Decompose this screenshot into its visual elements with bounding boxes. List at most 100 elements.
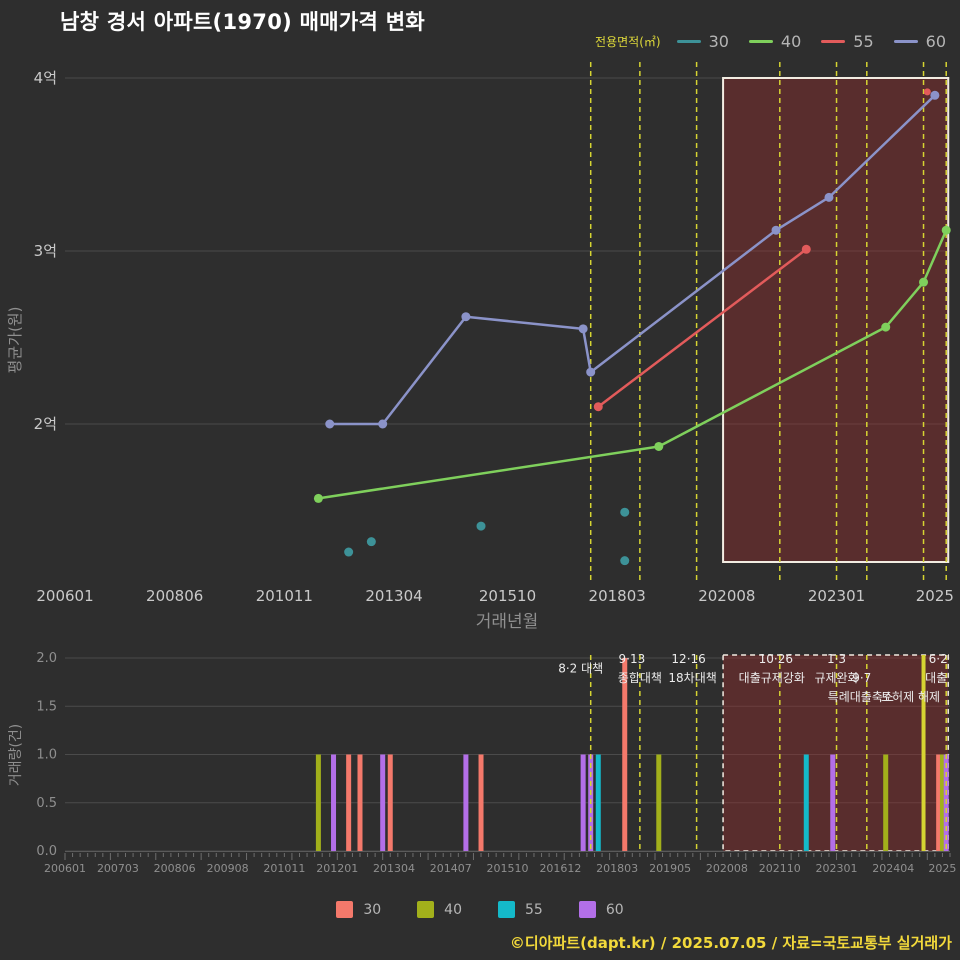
data-point-55[interactable]: [923, 88, 931, 96]
data-point-40[interactable]: [881, 322, 891, 332]
volume-bar-55[interactable]: [595, 754, 601, 852]
price-legend: 전용면적(㎡) 30 40 55 60: [595, 32, 946, 51]
data-point-40[interactable]: [313, 493, 323, 503]
series-line-60: [329, 94, 936, 426]
footer-credit: ©디아파트(dapt.kr) / 2025.07.05 / 자료=국토교통부 실…: [509, 934, 952, 952]
data-point-30[interactable]: [476, 521, 486, 531]
x-axis-title: 거래년월: [476, 612, 539, 632]
x-tick-label: 2025: [916, 587, 954, 605]
x-tick-label: 201510: [479, 587, 536, 605]
legend-item-label: 55: [853, 32, 874, 51]
legend-item-55[interactable]: 55: [821, 32, 874, 51]
vol-x-tick-label: 201612: [539, 862, 581, 875]
legend-item-60[interactable]: 60: [893, 32, 946, 51]
data-point-30[interactable]: [620, 507, 630, 517]
data-point-55[interactable]: [801, 244, 811, 254]
volume-bar-30[interactable]: [936, 754, 942, 852]
data-point-40[interactable]: [654, 441, 664, 451]
volume-legend-item-60[interactable]: 60: [578, 901, 624, 918]
vol-x-tick-label: 200806: [154, 862, 196, 875]
policy-annotation: 8·2 대책: [558, 661, 603, 676]
y-tick-label: 2억: [34, 415, 57, 433]
volume-bar-30[interactable]: [346, 754, 352, 852]
vol-y-tick-label: 0.0: [36, 844, 57, 859]
data-point-30[interactable]: [344, 547, 354, 557]
data-point-55[interactable]: [593, 402, 603, 412]
policy-annotation: 6·2: [929, 652, 948, 666]
volume-bar-40[interactable]: [883, 754, 889, 852]
volume-bar-60[interactable]: [830, 754, 836, 852]
volume-bar-60[interactable]: [463, 754, 469, 852]
volume-bar-40[interactable]: [656, 754, 662, 852]
vol-x-tick-label: 202008: [706, 862, 748, 875]
volume-bar-40[interactable]: [315, 754, 321, 852]
data-point-60[interactable]: [586, 367, 596, 377]
data-point-60[interactable]: [461, 312, 471, 322]
policy-annotation: 9·7: [852, 671, 871, 685]
data-point-30[interactable]: [366, 537, 376, 547]
data-point-40[interactable]: [941, 225, 951, 235]
legend-line-icon: [676, 40, 701, 43]
policy-annotation: 종합대책: [618, 670, 662, 685]
volume-legend-label: 60: [605, 901, 624, 918]
y-tick-label: 3억: [34, 242, 57, 260]
volume-legend-item-55[interactable]: 55: [498, 901, 543, 918]
policy-annotation: 9·13: [619, 652, 646, 666]
vol-x-tick-label: 201304: [373, 862, 415, 875]
vol-y-tick-label: 1.0: [36, 748, 57, 763]
volume-bar-30[interactable]: [622, 658, 628, 851]
data-point-60[interactable]: [325, 419, 335, 429]
data-point-60[interactable]: [771, 225, 781, 235]
volume-bar-55[interactable]: [803, 754, 809, 852]
legend-swatch-icon: [498, 901, 515, 918]
volume-bar-30[interactable]: [478, 754, 484, 852]
volume-chart[interactable]: 0.0 0.5 1.0 1.5 2.0 8·2 대책 9·13 종합대책 12·16 18차대책 1…: [0, 645, 960, 895]
price-chart[interactable]: 2억 3억 4억 200601 200806 201011 201304 201510 2018…: [0, 50, 960, 640]
vol-x-tick-label: 200703: [97, 862, 139, 875]
data-point-30[interactable]: [620, 556, 630, 566]
volume-bar-60[interactable]: [380, 754, 386, 852]
legend-item-30[interactable]: 30: [676, 32, 729, 51]
data-point-60[interactable]: [824, 192, 834, 202]
volume-bar-30[interactable]: [357, 754, 363, 852]
legend-item-40[interactable]: 40: [748, 32, 801, 51]
vol-x-tick-label: 201407: [430, 862, 472, 875]
legend-swatch-icon: [578, 901, 596, 918]
vol-y-axis-title: 거래량(건): [8, 724, 24, 786]
volume-legend-item-40[interactable]: 40: [417, 901, 462, 918]
data-point-40[interactable]: [919, 277, 929, 287]
volume-legend-label: 30: [363, 901, 382, 918]
x-tick-label: 201803: [589, 587, 646, 605]
vol-x-tick-label: 202404: [872, 862, 914, 875]
y-axis-title: 평균가(원): [6, 307, 24, 374]
vol-y-tick-label: 0.5: [36, 796, 57, 811]
vol-y-tick-label: 1.5: [36, 699, 57, 714]
page-title: 남창 경서 아파트(1970) 매매가격 변화: [60, 10, 425, 34]
vol-x-tick-label: 201803: [596, 862, 638, 875]
policy-annotation: 1·3: [827, 652, 846, 666]
x-tick-label: 201304: [365, 587, 422, 605]
data-point-60[interactable]: [378, 419, 388, 429]
legend-swatch-icon: [336, 901, 354, 918]
volume-legend: 30 40 55 60: [0, 901, 960, 918]
volume-bar-40[interactable]: [939, 754, 945, 852]
policy-annotation: 특례대출축소: [828, 690, 894, 704]
y-tick-label: 4억: [34, 69, 57, 87]
policy-annotation: 대출규제강화: [739, 671, 805, 685]
volume-bar-30[interactable]: [387, 754, 393, 852]
legend-line-icon: [748, 40, 773, 43]
x-tick-label: 202008: [698, 587, 755, 605]
policy-annotation: 토허제 해제: [881, 690, 940, 704]
data-point-60[interactable]: [578, 324, 588, 334]
legend-item-label: 30: [708, 32, 729, 51]
policy-annotation: 대출: [925, 671, 947, 685]
highlight-region: [722, 654, 949, 852]
vol-x-tick-label: 200908: [207, 862, 249, 875]
vol-x-tick-label: 201905: [649, 862, 691, 875]
data-point-60[interactable]: [930, 90, 940, 100]
volume-bar-60[interactable]: [580, 754, 586, 852]
volume-bar-60[interactable]: [331, 754, 337, 852]
volume-legend-item-30[interactable]: 30: [336, 901, 381, 918]
policy-annotation: 규제완화: [814, 671, 858, 685]
vol-x-tick-label: 201011: [263, 862, 305, 875]
